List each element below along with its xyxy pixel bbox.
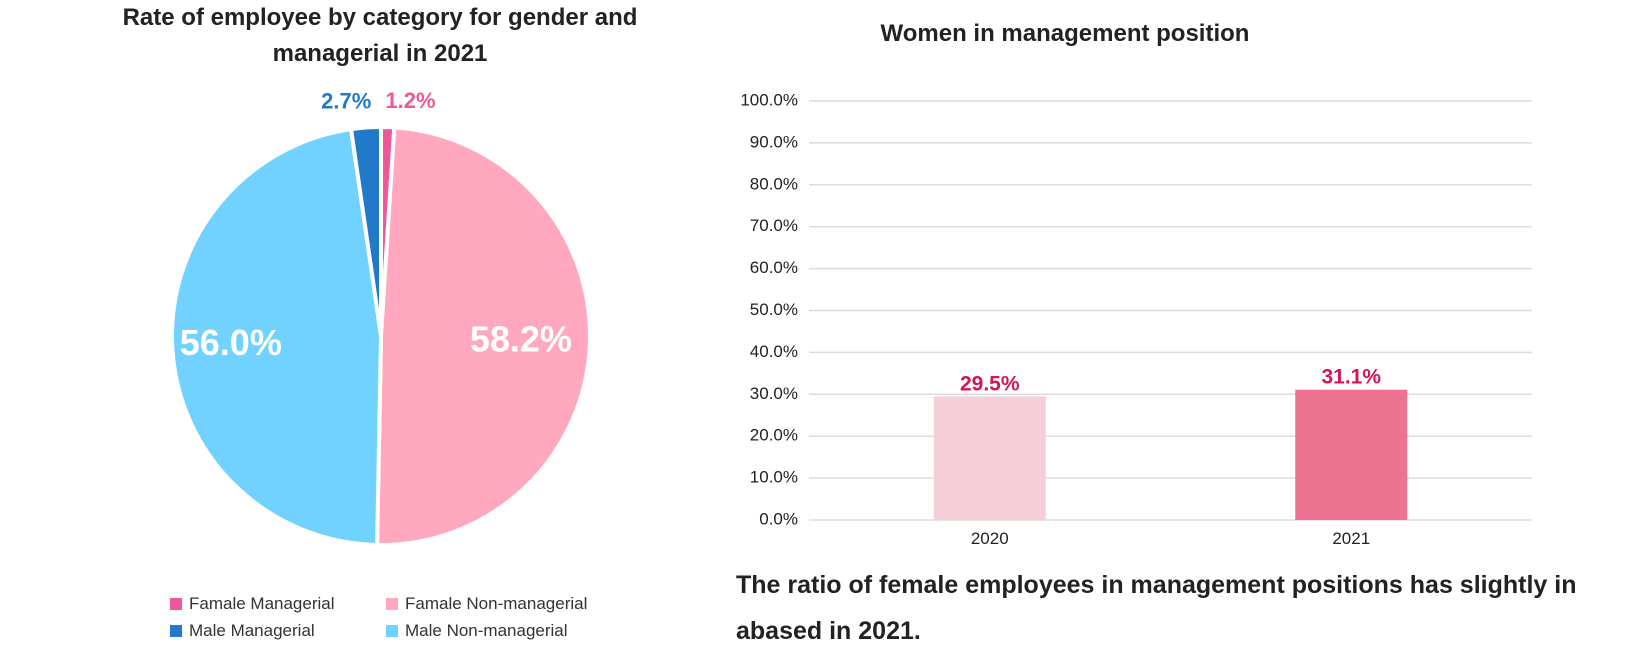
bar-2021 [1295, 389, 1408, 520]
caption-text: The ratio of female employees in managem… [736, 571, 1577, 645]
y-tick-label: 70.0% [750, 216, 798, 235]
pie-slice-male-managerial [349, 125, 383, 338]
y-tick-label: 100.0% [740, 90, 798, 109]
y-tick-label: 0.0% [759, 509, 798, 528]
legend-label: Male Managerial [189, 621, 315, 640]
legend-swatch-male-nonmanagerial [386, 625, 398, 637]
y-tick-label: 20.0% [750, 426, 798, 445]
pie-slice-famale-non-managerial [375, 125, 592, 547]
x-tick-label: 2021 [1332, 529, 1370, 548]
bar-value-label: 31.1% [1321, 366, 1381, 389]
legend-item-male-nonmanagerial: Male Non-managerial [386, 621, 568, 641]
bar-chart-title: Women in management position [880, 20, 1250, 47]
legend-item-female-nonmanagerial: Famale Non-managerial [386, 594, 587, 614]
y-tick-label: 50.0% [750, 300, 798, 319]
bar-2020 [933, 396, 1046, 520]
legend-label: Famale Non-managerial [405, 594, 588, 613]
pie-data-label: 2.7% [321, 88, 371, 113]
bar-chart: 0.0% 10.0% 20.0% 30.0% 40.0% 50.0% 60.0% 70.0% 8… [740, 90, 1532, 548]
pie-data-label: 1.2% [385, 88, 435, 113]
legend-swatch-female-nonmanagerial [386, 598, 398, 610]
legend-item-female-managerial: Famale Managerial [170, 594, 335, 614]
y-tick-label: 40.0% [750, 342, 798, 361]
pie-data-label: 58.2% [470, 318, 572, 359]
y-tick-label: 80.0% [750, 174, 798, 193]
y-tick-label: 90.0% [750, 132, 798, 151]
y-tick-label: 10.0% [750, 468, 798, 487]
pie-slice-male-non-managerial [170, 127, 383, 547]
y-tick-label: 60.0% [750, 258, 798, 277]
y-tick-label: 30.0% [750, 384, 798, 403]
legend-label: Famale Managerial [189, 594, 335, 613]
pie-data-label: 56.0% [180, 322, 282, 363]
legend-label: Male Non-managerial [405, 621, 568, 640]
x-tick-label: 2020 [971, 529, 1009, 548]
pie-chart-title: Rate of employee by category for gender … [122, 4, 638, 67]
legend-item-male-managerial: Male Managerial [170, 621, 315, 641]
pie-chart: 1.2% 58.2% 56.0% 2.7% [170, 88, 592, 547]
legend-swatch-male-managerial [170, 625, 182, 637]
bar-value-label: 29.5% [960, 372, 1020, 395]
legend-swatch-female-managerial [170, 598, 182, 610]
